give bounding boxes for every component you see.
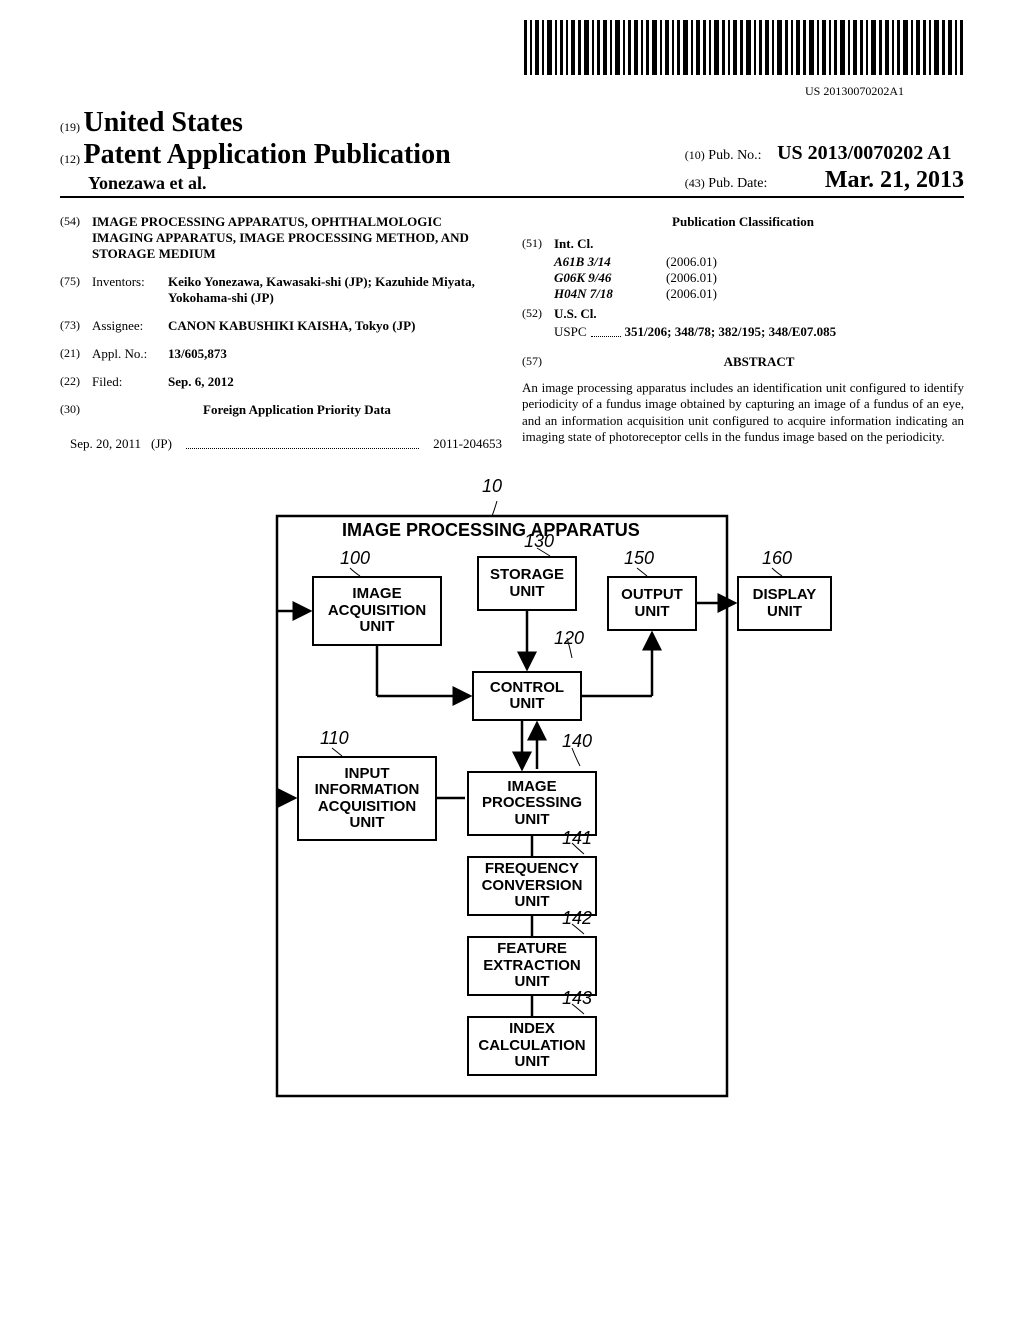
assignee: CANON KABUSHIKI KAISHA, Tokyo (JP): [168, 318, 502, 334]
int-cl-code-1: G06K 9/46: [554, 270, 654, 286]
left-column: (54) IMAGE PROCESSING APPARATUS, OPHTHAL…: [60, 214, 502, 452]
diagram-num-freq: 141: [562, 828, 592, 849]
pub-type: Patent Application Publication: [84, 139, 451, 170]
int-cl-code-2: H04N 7/18: [554, 286, 654, 302]
diagram-title: IMAGE PROCESSING APPARATUS: [342, 520, 640, 541]
diagram-num-feature: 142: [562, 908, 592, 929]
diagram-box-feature: FEATURE EXTRACTION UNIT: [467, 936, 597, 996]
int-cl-year-2: (2006.01): [666, 286, 717, 302]
diagram-box-index: INDEX CALCULATION UNIT: [467, 1016, 597, 1076]
appl-value: 13/605,873: [168, 346, 502, 362]
inventors-num: (75): [60, 274, 92, 306]
assignee-label: Assignee:: [92, 318, 168, 334]
inventors: Keiko Yonezawa, Kawasaki-shi (JP); Kazuh…: [168, 274, 502, 306]
diagram-num-control: 120: [554, 628, 584, 649]
pub-no-label: Pub. No.:: [708, 148, 761, 163]
diagram-box-display: DISPLAY UNIT: [737, 576, 832, 631]
pub-date-prefix: (43): [685, 176, 705, 190]
us-cl-num: (52): [522, 306, 554, 322]
diagram: 10 IMAGE PROCESSING APPARATUS IMAGE ACQUIS…: [192, 476, 832, 1176]
priority-country: (JP): [151, 436, 172, 452]
us-cl-prefix: USPC: [554, 324, 587, 340]
diagram-box-output: OUTPUT UNIT: [607, 576, 697, 631]
us-cl-codes: 351/206; 348/78; 382/195; 348/E07.085: [625, 324, 837, 340]
body-columns: (54) IMAGE PROCESSING APPARATUS, OPHTHAL…: [60, 214, 964, 452]
right-column: Publication Classification (51) Int. Cl.…: [522, 214, 964, 452]
pub-no: US 2013/0070202 A1: [777, 142, 951, 164]
diagram-box-storage: STORAGE UNIT: [477, 556, 577, 611]
country-name: United States: [84, 107, 243, 138]
assignee-num: (73): [60, 318, 92, 334]
us-cl-label: U.S. Cl.: [554, 306, 597, 321]
appl-label: Appl. No.:: [92, 346, 168, 362]
inventors-label: Inventors:: [92, 274, 168, 306]
diagram-box-image_proc: IMAGE PROCESSING UNIT: [467, 771, 597, 836]
diagram-num-input_info: 110: [320, 728, 349, 749]
title: IMAGE PROCESSING APPARATUS, OPHTHALMOLOG…: [92, 214, 502, 262]
pub-date-label: Pub. Date:: [708, 176, 767, 191]
filed-value: Sep. 6, 2012: [168, 374, 502, 390]
diagram-title-num: 10: [482, 476, 502, 497]
filed-label: Filed:: [92, 374, 168, 390]
diagram-box-image_acq: IMAGE ACQUISITION UNIT: [312, 576, 442, 646]
abstract-num: (57): [522, 354, 554, 376]
int-cl-label: Int. Cl.: [554, 236, 593, 251]
abstract: An image processing apparatus includes a…: [522, 380, 964, 445]
header: (19) United States (12) Patent Applicati…: [60, 107, 964, 198]
diagram-num-image_acq: 100: [340, 548, 370, 569]
appl-num: (21): [60, 346, 92, 362]
int-cl-code-0: A61B 3/14: [554, 254, 654, 270]
abstract-heading: ABSTRACT: [554, 354, 964, 370]
diagram-box-input_info: INPUT INFORMATION ACQUISITION UNIT: [297, 756, 437, 841]
diagram-num-image_proc: 140: [562, 731, 592, 752]
int-cl-year-1: (2006.01): [666, 270, 717, 286]
int-cl-num: (51): [522, 236, 554, 252]
diagram-num-index: 143: [562, 988, 592, 1009]
diagram-wrap: 10 IMAGE PROCESSING APPARATUS IMAGE ACQUIS…: [60, 476, 964, 1176]
pub-type-prefix: (12): [60, 152, 80, 166]
classification-heading: Publication Classification: [522, 214, 964, 230]
diagram-box-control: CONTROL UNIT: [472, 671, 582, 721]
pub-date: Mar. 21, 2013: [825, 167, 964, 193]
diagram-num-output: 150: [624, 548, 654, 569]
priority-app: 2011-204653: [433, 436, 502, 452]
barcode: [60, 20, 964, 80]
dotted-leader: [186, 436, 419, 449]
barcode-id: US 20130070202A1: [60, 84, 964, 99]
filed-num: (22): [60, 374, 92, 390]
diagram-num-storage: 130: [524, 531, 554, 552]
priority-date: Sep. 20, 2011: [70, 436, 141, 452]
int-cl-year-0: (2006.01): [666, 254, 717, 270]
dotted-leader: [591, 324, 621, 337]
country-prefix: (19): [60, 120, 80, 134]
title-num: (54): [60, 214, 92, 262]
priority-heading: Foreign Application Priority Data: [92, 402, 502, 418]
diagram-box-freq: FREQUENCY CONVERSION UNIT: [467, 856, 597, 916]
authors-header: Yonezawa et al.: [60, 173, 451, 194]
barcode-svg: [524, 20, 964, 75]
priority-num: (30): [60, 402, 92, 424]
diagram-num-display: 160: [762, 548, 792, 569]
pub-no-prefix: (10): [685, 148, 705, 162]
